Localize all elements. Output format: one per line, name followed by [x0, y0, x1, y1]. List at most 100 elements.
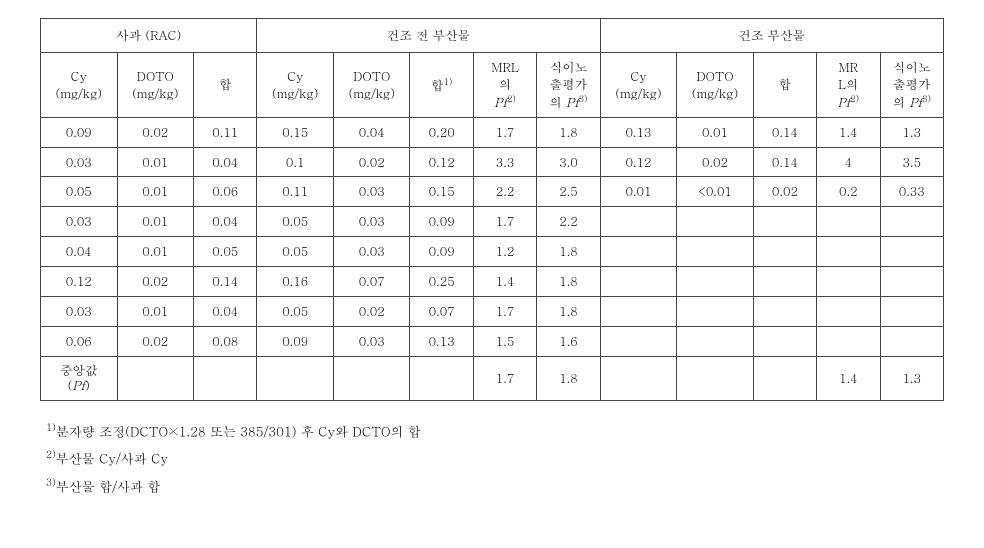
data-cell: 3.3	[473, 147, 536, 177]
data-cell: 0.09	[410, 237, 473, 267]
sub-header-cell: Cy(mg/kg)	[257, 52, 334, 117]
sub-header-row: Cy(mg/kg)DOTO(mg/kg)합Cy(mg/kg)DOTO(mg/kg…	[41, 52, 944, 117]
data-cell	[880, 267, 944, 297]
data-cell	[600, 267, 677, 297]
footnote-text: 분자량 조정(DCTO×1.28 또는 385/301) 후 Cy와 DCTO의…	[56, 421, 421, 440]
data-cell: 0.2	[817, 177, 880, 207]
data-cell: 0.01	[117, 147, 194, 177]
footnote-marker: 2)	[46, 447, 56, 461]
footnote: 3)부산물 합/사과 합	[46, 472, 944, 499]
data-cell: 3.0	[537, 147, 600, 177]
sub-header-cell: 합	[753, 52, 816, 117]
data-cell: 0.03	[333, 207, 410, 237]
data-cell: 0.13	[600, 117, 677, 147]
data-cell: 0.05	[257, 296, 334, 326]
median-cell	[257, 356, 334, 400]
data-cell: 0.25	[410, 267, 473, 297]
data-cell: <0.01	[677, 177, 754, 207]
data-cell	[677, 267, 754, 297]
median-cell	[600, 356, 677, 400]
data-cell: 1.4	[473, 267, 536, 297]
data-cell: 2.2	[473, 177, 536, 207]
median-cell	[753, 356, 816, 400]
data-cell: 0.09	[410, 207, 473, 237]
data-cell: 0.02	[117, 326, 194, 356]
data-cell: 1.2	[473, 237, 536, 267]
sub-header-cell: DOTO(mg/kg)	[117, 52, 194, 117]
data-cell	[677, 326, 754, 356]
data-cell	[817, 207, 880, 237]
data-cell: 3.5	[880, 147, 944, 177]
data-cell: 0.1	[257, 147, 334, 177]
data-cell: 0.02	[117, 267, 194, 297]
table-row: 0.040.010.050.050.030.091.21.8	[41, 237, 944, 267]
data-cell: 0.04	[41, 237, 118, 267]
median-cell	[410, 356, 473, 400]
sub-header-cell: Cy(mg/kg)	[600, 52, 677, 117]
data-cell: 0.09	[41, 117, 118, 147]
data-cell: 0.02	[333, 296, 410, 326]
data-cell: 0.03	[41, 207, 118, 237]
data-cell	[677, 207, 754, 237]
data-cell	[753, 237, 816, 267]
data-cell: 1.4	[817, 117, 880, 147]
table-row: 0.090.020.110.150.040.201.71.80.130.010.…	[41, 117, 944, 147]
median-cell: 1.8	[537, 356, 600, 400]
sub-header-cell: MRL의Pf2)	[473, 52, 536, 117]
residue-data-table: 사과 (RAC)건조 전 부산물건조 부산물 Cy(mg/kg)DOTO(mg/…	[40, 18, 944, 401]
data-cell: 1.8	[537, 267, 600, 297]
sub-header-cell: 합	[194, 52, 257, 117]
data-cell: 0.05	[194, 237, 257, 267]
data-cell: 0.05	[257, 207, 334, 237]
data-cell: 0.01	[600, 177, 677, 207]
data-cell: 0.04	[194, 207, 257, 237]
median-cell	[194, 356, 257, 400]
data-cell: 0.14	[194, 267, 257, 297]
data-cell: 0.04	[194, 147, 257, 177]
footnote-text: 부산물 합/사과 합	[56, 476, 161, 495]
data-cell: 0.01	[117, 207, 194, 237]
group-header-cell: 건조 전 부산물	[257, 19, 600, 53]
footnote-text: 부산물 Cy/사과 Cy	[56, 449, 168, 468]
data-cell: 0.14	[753, 117, 816, 147]
data-cell	[753, 267, 816, 297]
sub-header-cell: DOTO(mg/kg)	[333, 52, 410, 117]
table-row: 0.050.010.060.110.030.152.22.50.01<0.010…	[41, 177, 944, 207]
data-cell: 0.01	[117, 296, 194, 326]
data-cell: 1.8	[537, 117, 600, 147]
table-row: 0.030.010.040.10.020.123.33.00.120.020.1…	[41, 147, 944, 177]
data-cell: 0.16	[257, 267, 334, 297]
data-cell: 0.01	[117, 177, 194, 207]
data-cell	[600, 326, 677, 356]
group-header-cell: 사과 (RAC)	[41, 19, 257, 53]
table-row: 0.030.010.040.050.030.091.72.2	[41, 207, 944, 237]
median-cell: 1.7	[473, 356, 536, 400]
data-cell	[753, 207, 816, 237]
data-cell: 0.09	[257, 326, 334, 356]
data-cell: 0.02	[677, 147, 754, 177]
data-cell: 1.8	[537, 296, 600, 326]
data-cell	[880, 207, 944, 237]
data-cell: 0.07	[333, 267, 410, 297]
data-cell: 0.03	[333, 177, 410, 207]
data-cell: 0.03	[41, 147, 118, 177]
data-cell	[753, 296, 816, 326]
data-cell: 2.2	[537, 207, 600, 237]
data-cell: 0.11	[257, 177, 334, 207]
sub-header-cell: MRL의Pf2)	[817, 52, 880, 117]
data-cell: 1.7	[473, 296, 536, 326]
median-cell	[333, 356, 410, 400]
data-cell: 0.15	[410, 177, 473, 207]
data-cell: 0.20	[410, 117, 473, 147]
data-cell: 0.03	[41, 296, 118, 326]
footnotes: 1)분자량 조정(DCTO×1.28 또는 385/301) 후 Cy와 DCT…	[40, 417, 944, 499]
data-cell: 1.3	[880, 117, 944, 147]
data-cell: 0.12	[410, 147, 473, 177]
data-cell: 0.11	[194, 117, 257, 147]
footnote: 2)부산물 Cy/사과 Cy	[46, 444, 944, 471]
data-cell: 0.05	[257, 237, 334, 267]
footnote-marker: 3)	[46, 475, 56, 489]
data-cell	[817, 296, 880, 326]
data-cell: 0.07	[410, 296, 473, 326]
median-row: 중앙값(Pf)1.71.81.41.3	[41, 356, 944, 400]
